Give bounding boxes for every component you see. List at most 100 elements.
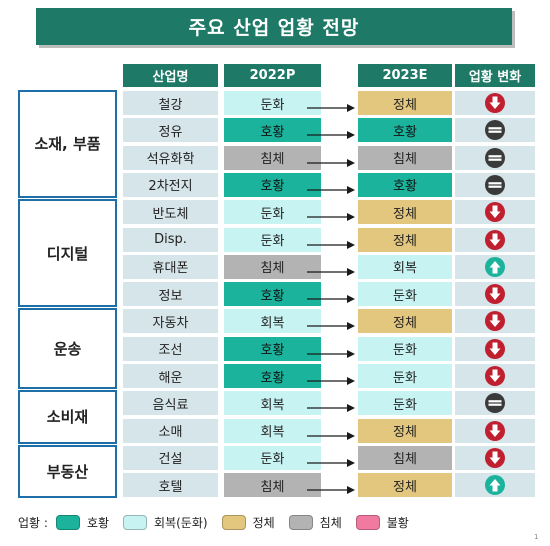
industry-name: 호텔	[123, 473, 218, 498]
transition-arrow-icon	[307, 480, 355, 495]
change-cell	[455, 172, 535, 197]
status-2022p: 호황	[224, 282, 321, 307]
status-2023e: 호황	[358, 172, 452, 197]
transition-arrow-icon	[307, 289, 355, 304]
legend-swatch-good	[55, 514, 80, 530]
status-2023e: 침체	[358, 145, 452, 170]
status-2023e: 정체	[358, 418, 452, 443]
legend-item-stagnant: 정체	[221, 514, 275, 531]
transition-arrow-icon	[307, 398, 355, 413]
no-change-icon	[484, 119, 506, 141]
legend-label-good: 호황	[86, 515, 110, 530]
arrow-up-icon	[484, 474, 506, 496]
change-cell	[455, 200, 535, 225]
status-2023e: 정체	[358, 309, 452, 334]
header-industry: 산업명	[123, 64, 218, 87]
change-cell	[455, 309, 535, 334]
industry-name: 소매	[123, 418, 218, 443]
transition-arrow-icon	[307, 426, 355, 440]
status-2022p: 호황	[224, 364, 321, 388]
header-change: 업황 변화	[455, 64, 535, 87]
change-cell	[455, 336, 535, 361]
change-cell	[455, 254, 535, 279]
legend-item-recovery: 회복(둔화)	[123, 514, 208, 531]
change-cell	[455, 445, 535, 470]
arrow-down-icon	[484, 310, 506, 332]
status-2023e: 침체	[358, 445, 452, 470]
status-2022p: 호황	[224, 336, 321, 361]
status-2022p: 회복	[224, 391, 321, 416]
legend-label-sluggish: 침체	[319, 515, 342, 530]
industry-name: 건설	[123, 445, 218, 470]
status-2023e: 회복	[358, 254, 452, 279]
industry-name: 자동차	[123, 309, 218, 334]
change-cell	[455, 91, 535, 115]
change-cell	[455, 282, 535, 307]
industry-name: 조선	[123, 336, 218, 361]
arrow-down-icon	[484, 447, 506, 469]
legend-swatch-stagnant	[221, 514, 246, 530]
transition-arrow-icon	[307, 153, 355, 167]
industry-name: 정보	[123, 282, 218, 307]
transition-arrow-icon	[307, 344, 355, 358]
arrow-down-icon	[484, 92, 506, 114]
status-2023e: 둔화	[358, 282, 452, 307]
change-cell	[455, 118, 535, 143]
transition-arrow-icon	[307, 180, 355, 194]
legend-swatch-recovery	[123, 514, 148, 530]
legend-item-sluggish: 침체	[288, 514, 342, 531]
legend-label-bad: 불황	[386, 515, 409, 530]
status-2023e: 둔화	[358, 391, 452, 416]
legend-swatch-sluggish	[288, 514, 313, 530]
group-label: 소재, 부품	[18, 90, 117, 198]
transition-arrow-icon	[307, 371, 355, 385]
header-2023e: 2023E	[358, 64, 452, 87]
industry-name: 음식료	[123, 391, 218, 416]
status-2022p: 침체	[224, 145, 321, 170]
arrow-up-icon	[484, 256, 506, 278]
status-2022p: 둔화	[224, 445, 321, 470]
transition-arrow-icon	[307, 262, 355, 276]
status-2022p: 침체	[224, 473, 321, 498]
arrow-down-icon	[484, 229, 506, 251]
chart-title: 주요 산업 업황 전망	[36, 8, 512, 45]
status-2022p: 둔화	[224, 91, 321, 115]
status-2023e: 둔화	[358, 336, 452, 361]
transition-arrow-icon	[307, 98, 355, 112]
change-cell	[455, 391, 535, 416]
industry-name: 정유	[123, 118, 218, 143]
status-2022p: 둔화	[224, 200, 321, 225]
status-2023e: 정체	[358, 200, 452, 225]
group-label: 부동산	[18, 444, 117, 499]
status-2022p: 호황	[224, 118, 321, 143]
status-2023e: 호황	[358, 118, 452, 143]
status-2022p: 둔화	[224, 227, 321, 252]
status-2022p: 호황	[224, 172, 321, 197]
transition-arrow-icon	[307, 207, 355, 222]
industry-name: 해운	[123, 364, 218, 388]
arrow-down-icon	[484, 365, 506, 387]
change-cell	[455, 473, 535, 498]
status-2023e: 둔화	[358, 364, 452, 388]
legend: 업황 : 호황 회복(둔화) 정체 침체 불황	[18, 511, 423, 533]
legend-swatch-bad	[355, 514, 380, 530]
transition-arrow-icon	[307, 125, 355, 140]
arrow-down-icon	[484, 338, 506, 360]
footnote: 1	[534, 533, 539, 541]
group-label: 운송	[18, 308, 117, 389]
industry-name: 휴대폰	[123, 254, 218, 279]
no-change-icon	[484, 392, 506, 414]
status-2023e: 정체	[358, 473, 452, 498]
arrow-down-icon	[484, 283, 506, 305]
legend-label-stagnant: 정체	[252, 515, 275, 530]
status-2022p: 회복	[224, 309, 321, 334]
arrow-down-icon	[484, 420, 506, 442]
transition-arrow-icon	[307, 316, 355, 331]
change-cell	[455, 227, 535, 252]
no-change-icon	[484, 147, 506, 169]
status-2023e: 정체	[358, 91, 452, 115]
change-cell	[455, 364, 535, 388]
status-2022p: 회복	[224, 418, 321, 443]
group-label: 소비재	[18, 390, 117, 444]
industry-name: 석유화학	[123, 145, 218, 170]
